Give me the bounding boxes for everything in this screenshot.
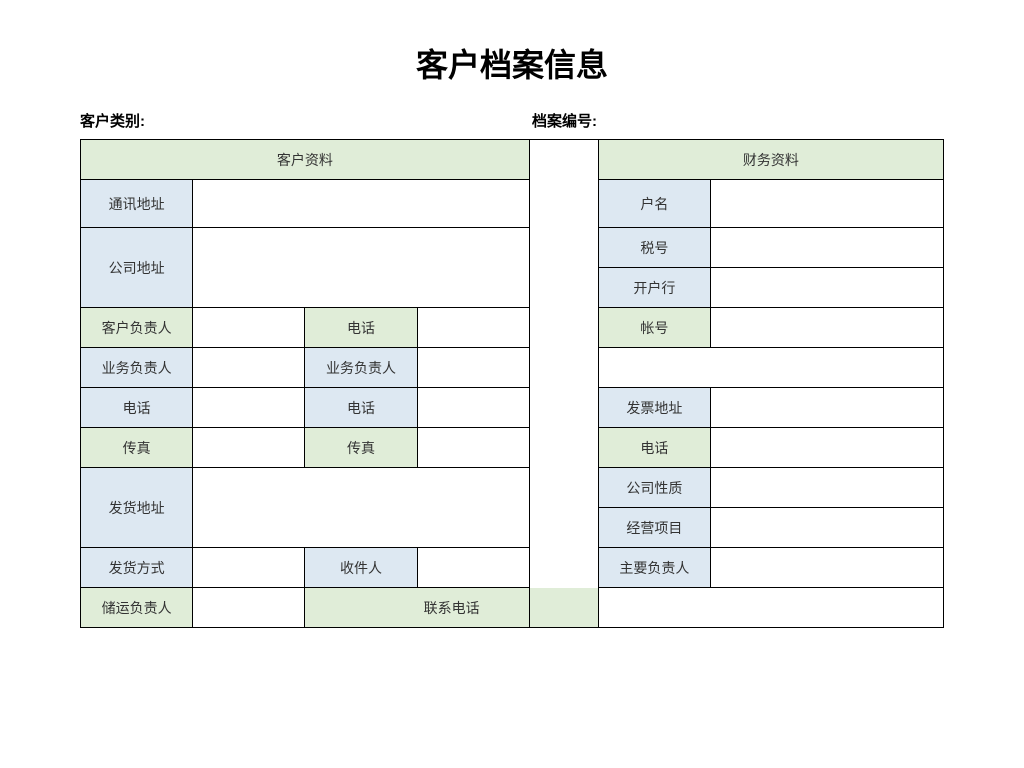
val-biz-manager2 xyxy=(417,348,943,388)
label-fax2: 传真 xyxy=(305,428,417,468)
label-main-manager: 主要负责人 xyxy=(598,548,710,588)
label-account-name: 户名 xyxy=(598,180,710,228)
page: 客户档案信息 客户类别: 档案编号: 客户资料 财务资料 通讯地址 户名 xyxy=(0,0,1024,628)
val-storage-manager xyxy=(193,588,305,628)
val-fax2 xyxy=(417,428,529,468)
label-company-addr: 公司地址 xyxy=(81,228,193,308)
page-title: 客户档案信息 xyxy=(80,40,944,86)
val-fax xyxy=(193,428,305,468)
val-account-no xyxy=(710,308,943,348)
val-ship-method xyxy=(193,548,305,588)
meta-row: 客户类别: 档案编号: xyxy=(80,110,944,131)
val-contact-phone xyxy=(598,588,943,628)
val-recipient xyxy=(417,548,529,588)
val-ship-addr xyxy=(193,468,530,548)
form-table: 客户资料 财务资料 通讯地址 户名 公司地址 税号 开户行 客户负责人 电话 xyxy=(80,139,944,628)
label-ship-method: 发货方式 xyxy=(81,548,193,588)
label-company-type: 公司性质 xyxy=(598,468,710,508)
val-bank xyxy=(710,268,943,308)
label-bank: 开户行 xyxy=(598,268,710,308)
label-account-no: 帐号 xyxy=(598,308,710,348)
label-biz-manager: 业务负责人 xyxy=(81,348,193,388)
val-biz-manager xyxy=(193,348,305,388)
header-customer: 客户资料 xyxy=(81,140,530,180)
val-tax-no xyxy=(710,228,943,268)
label-phone2: 电话 xyxy=(81,388,193,428)
val-phone3 xyxy=(417,388,529,428)
label-contact-phone: 联系电话 xyxy=(305,588,598,628)
val-phone xyxy=(417,308,529,348)
val-company-addr xyxy=(193,228,530,308)
label-phone3: 电话 xyxy=(305,388,417,428)
label-cust-manager: 客户负责人 xyxy=(81,308,193,348)
label-recipient: 收件人 xyxy=(305,548,417,588)
category-label: 客户类别: xyxy=(80,110,492,131)
label-biz-manager2: 业务负责人 xyxy=(305,348,417,388)
val-fin-phone xyxy=(710,428,943,468)
label-phone: 电话 xyxy=(305,308,417,348)
label-fax: 传真 xyxy=(81,428,193,468)
label-fin-phone: 电话 xyxy=(598,428,710,468)
val-cust-manager xyxy=(193,308,305,348)
val-biz-scope xyxy=(710,508,943,548)
label-storage-manager: 储运负责人 xyxy=(81,588,193,628)
val-company-type xyxy=(710,468,943,508)
val-invoice-addr xyxy=(710,388,943,428)
val-main-manager xyxy=(710,548,943,588)
label-invoice-addr: 发票地址 xyxy=(598,388,710,428)
file-no-label: 档案编号: xyxy=(492,110,944,131)
label-mail-addr: 通讯地址 xyxy=(81,180,193,228)
header-finance: 财务资料 xyxy=(598,140,943,180)
val-phone2 xyxy=(193,388,305,428)
val-account-name xyxy=(710,180,943,228)
label-biz-scope: 经营项目 xyxy=(598,508,710,548)
val-mail-addr xyxy=(193,180,530,228)
label-tax-no: 税号 xyxy=(598,228,710,268)
label-ship-addr: 发货地址 xyxy=(81,468,193,548)
